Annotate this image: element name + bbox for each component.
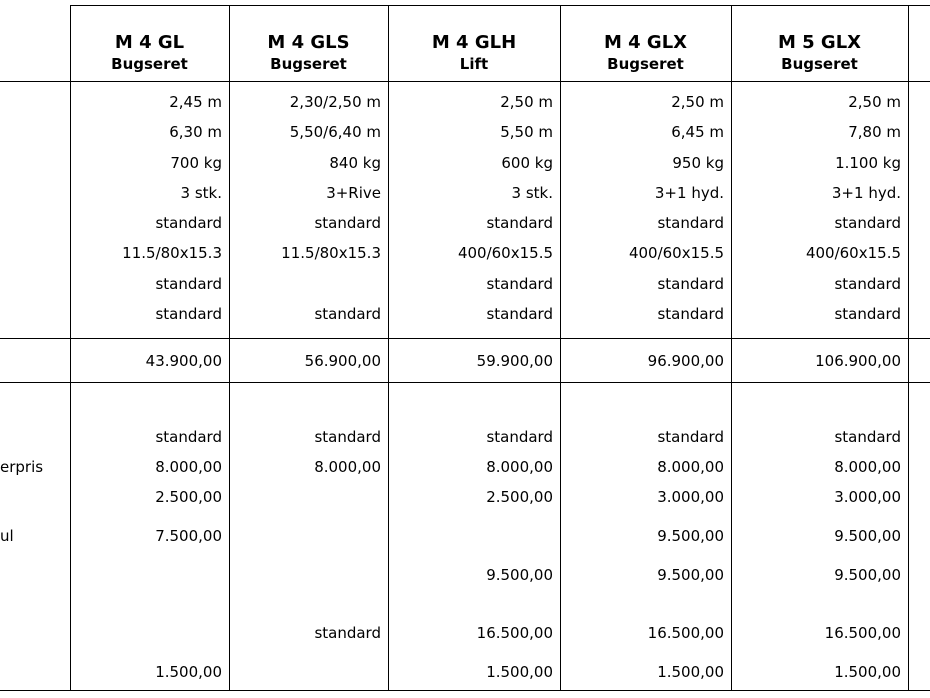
table-cell: 56.900,00 (304, 352, 381, 370)
border (0, 690, 930, 691)
table-cell: 7.500,00 (155, 527, 222, 545)
table-cell: 6,30 m (169, 123, 222, 141)
table-cell: standard (486, 305, 553, 323)
column-model: M 4 GLH (431, 32, 517, 53)
column-type: Bugseret (781, 55, 858, 73)
border (70, 5, 930, 6)
border (731, 5, 732, 691)
table-cell: 8.000,00 (657, 458, 724, 476)
column-type: Lift (459, 55, 489, 73)
table-cell: 840 kg (329, 154, 381, 172)
column-type: Bugseret (270, 55, 347, 73)
table-cell: 8.000,00 (314, 458, 381, 476)
border (560, 5, 561, 691)
table-cell: standard (314, 624, 381, 642)
table-cell: 9.500,00 (657, 527, 724, 545)
border (0, 382, 930, 383)
column-model: M 4 GLS (267, 32, 350, 53)
table-cell: standard (657, 428, 724, 446)
table-cell: standard (657, 305, 724, 323)
row-label: ul (0, 527, 14, 545)
table-cell: standard (314, 214, 381, 232)
table-cell: standard (834, 275, 901, 293)
table-cell: 5,50/6,40 m (289, 123, 381, 141)
table-cell: 2,30/2,50 m (289, 93, 381, 111)
table-cell: 3+Rive (326, 184, 381, 202)
table-cell: 400/60x15.5 (457, 244, 553, 262)
table-cell: 400/60x15.5 (628, 244, 724, 262)
table-cell: standard (834, 305, 901, 323)
column-type: Bugseret (607, 55, 684, 73)
table-cell: 700 kg (170, 154, 222, 172)
column-model: M 4 GLX (603, 32, 688, 53)
table-cell: 11.5/80x15.3 (122, 244, 222, 262)
table-cell: 8.000,00 (486, 458, 553, 476)
column-model: M 5 GLX (777, 32, 862, 53)
table-cell: 59.900,00 (476, 352, 553, 370)
table-cell: 9.500,00 (486, 566, 553, 584)
table-cell: standard (314, 305, 381, 323)
table-cell: 400/60x15.5 (805, 244, 901, 262)
table-cell: 2,50 m (671, 93, 724, 111)
table-cell: 2,50 m (500, 93, 553, 111)
table-cell: 8.000,00 (834, 458, 901, 476)
table-cell: 2,45 m (169, 93, 222, 111)
table-cell: 106.900,00 (815, 352, 901, 370)
table-cell: 16.500,00 (476, 624, 553, 642)
table-cell: 600 kg (501, 154, 553, 172)
table-cell: 9.500,00 (834, 566, 901, 584)
border (70, 5, 71, 691)
table-cell: standard (486, 428, 553, 446)
table-cell: 1.500,00 (834, 663, 901, 681)
table-cell: 5,50 m (500, 123, 553, 141)
table-cell: 2.500,00 (155, 488, 222, 506)
table-cell: 950 kg (672, 154, 724, 172)
table-cell: 16.500,00 (647, 624, 724, 642)
table-cell: 3+1 hyd. (654, 184, 724, 202)
table-cell: 3.000,00 (834, 488, 901, 506)
table-cell: 1.500,00 (486, 663, 553, 681)
table-cell: standard (834, 214, 901, 232)
table-cell: 8.000,00 (155, 458, 222, 476)
table-cell: 1.500,00 (657, 663, 724, 681)
table-cell: 3 stk. (180, 184, 222, 202)
table-cell: 7,80 m (848, 123, 901, 141)
table-cell: 1.500,00 (155, 663, 222, 681)
column-type: Bugseret (111, 55, 188, 73)
table-cell: standard (657, 214, 724, 232)
table-cell: 2,50 m (848, 93, 901, 111)
table-cell: 3.000,00 (657, 488, 724, 506)
table-cell: 9.500,00 (834, 527, 901, 545)
row-label: erpris (0, 458, 44, 476)
table-cell: standard (834, 428, 901, 446)
table-cell: 1.100 kg (835, 154, 901, 172)
table-cell: standard (486, 275, 553, 293)
column-model: M 4 GL (114, 32, 185, 53)
table-cell: standard (155, 305, 222, 323)
table-cell: 3+1 hyd. (831, 184, 901, 202)
border (0, 338, 930, 339)
table-cell: standard (314, 428, 381, 446)
border (908, 5, 909, 691)
table-cell: 43.900,00 (145, 352, 222, 370)
table-cell: 6,45 m (671, 123, 724, 141)
table-cell: 16.500,00 (824, 624, 901, 642)
table-cell: standard (155, 214, 222, 232)
table-cell: 96.900,00 (647, 352, 724, 370)
border (388, 5, 389, 691)
border (0, 81, 930, 82)
border (229, 5, 230, 691)
table-cell: 9.500,00 (657, 566, 724, 584)
table-cell: 11.5/80x15.3 (281, 244, 381, 262)
table-cell: 3 stk. (511, 184, 553, 202)
table-cell: standard (155, 428, 222, 446)
table-cell: 2.500,00 (486, 488, 553, 506)
table-cell: standard (486, 214, 553, 232)
table-cell: standard (657, 275, 724, 293)
table-cell: standard (155, 275, 222, 293)
